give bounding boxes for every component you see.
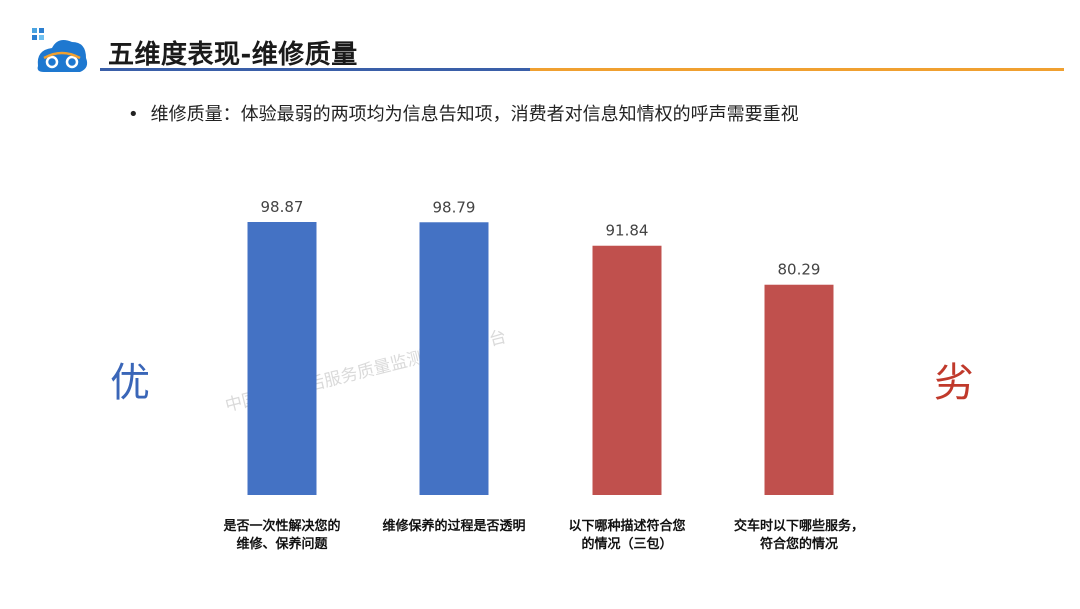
category-label-1: 是否一次性解决您的 维修、保养问题 (202, 518, 362, 554)
bullet-text: 维修质量：体验最弱的两项均为信息告知项，消费者对信息知情权的呼声需要重视 (150, 104, 799, 125)
category-label-line: 是否一次性解决您的 (223, 519, 341, 534)
bar-3 (592, 245, 662, 495)
category-label-3: 以下哪种描述符合您 的情况（三包） (547, 518, 707, 554)
category-label-4: 交车时以下哪些服务， 符合您的情况 (719, 518, 879, 554)
bad-label: 劣 (934, 360, 974, 406)
bar-2 (419, 222, 489, 495)
category-label-line: 维修保养的过程是否透明 (382, 519, 526, 534)
category-label-line: 的情况（三包） (581, 537, 673, 552)
title-rule-blue (100, 68, 530, 71)
title-rule-orange (530, 68, 1064, 71)
category-label-line: 以下哪种描述符合您 (568, 519, 686, 534)
category-label-line: 维修、保养问题 (236, 537, 328, 552)
good-label: 优 (110, 360, 150, 406)
value-label-1: 98.87 (261, 198, 304, 216)
value-label-2: 98.79 (433, 198, 476, 216)
bullet-point: • 维修质量：体验最弱的两项均为信息告知项，消费者对信息知情权的呼声需要重视 (128, 100, 799, 126)
bar-4 (764, 284, 834, 495)
car-cloud-logo-icon (32, 28, 88, 72)
value-label-4: 80.29 (778, 261, 821, 279)
value-label-3: 91.84 (606, 222, 649, 240)
category-label-line: 符合您的情况 (759, 537, 838, 552)
page-title: 五维度表现-维修质量 (108, 40, 358, 70)
category-label-line: 交车时以下哪些服务， (733, 519, 864, 534)
bar-1 (247, 222, 317, 495)
category-label-2: 维修保养的过程是否透明 (374, 518, 534, 536)
bullet-dot-icon: • (128, 104, 139, 125)
